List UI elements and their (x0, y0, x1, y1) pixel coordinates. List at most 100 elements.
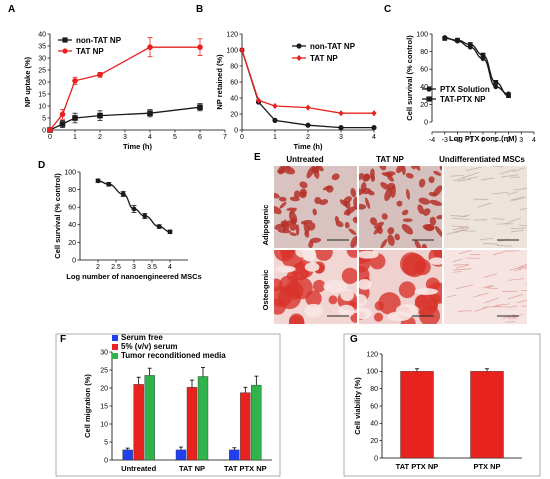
lipid-droplet (314, 197, 322, 205)
lipid-droplet (277, 169, 285, 174)
col-header-tat-np: TAT NP (376, 155, 404, 164)
y-tick-label: 80 (370, 386, 378, 393)
data-point (62, 37, 68, 43)
y-tick-label: 60 (230, 79, 238, 86)
lipid-droplet (346, 209, 351, 216)
lipid-droplet (405, 172, 414, 179)
data-point (131, 206, 137, 212)
lipid-droplet (396, 200, 403, 207)
cell-fiber (501, 174, 518, 178)
lipid-droplet (367, 190, 375, 196)
lipid-droplet (331, 173, 340, 181)
cell-fiber (495, 303, 510, 306)
cell-fiber (452, 226, 470, 231)
cell-fiber (510, 196, 524, 201)
bar (197, 376, 209, 461)
lipid-droplet (384, 187, 393, 202)
lipid-droplet (436, 214, 442, 220)
legend-label: Tumor reconditioned media (121, 351, 226, 360)
cell-fiber (453, 268, 472, 271)
x-tick-label: 7 (223, 134, 227, 141)
data-point (47, 127, 53, 133)
data-point (97, 112, 103, 119)
x-tick-label: 4 (148, 134, 152, 141)
micrograph-content (359, 166, 442, 248)
category-label: Untreated (121, 464, 156, 473)
lipid-droplet (299, 181, 308, 189)
legend-swatch (112, 353, 118, 359)
bar (133, 384, 144, 461)
lipid-droplet (344, 221, 350, 229)
chart-g: 0 20 40 60 80 100 120 Cell viability (%) TAT PTX… (353, 351, 522, 471)
row-label-osteogenic: Osteogenic (261, 270, 270, 311)
lipid-droplet (410, 166, 416, 170)
lipid-droplet (303, 221, 310, 234)
y-axis-label: NP uptake (%) (23, 56, 32, 107)
y-tick-label: 35 (38, 43, 46, 50)
data-point (296, 43, 302, 49)
x-tick-label: 1 (73, 134, 77, 141)
lipid-droplet (387, 234, 395, 246)
cell-fiber (482, 242, 499, 245)
matrix-gap (295, 250, 311, 258)
cell-fiber (492, 218, 505, 220)
lipid-droplet (417, 204, 424, 215)
x-tick-label: 1 (494, 137, 498, 144)
y-axis-label: NP retained (%) (215, 54, 224, 110)
y-tick-label: 5 (42, 115, 46, 122)
y-tick-label: 100 (366, 369, 378, 376)
lipid-droplet (380, 182, 389, 190)
data-point (120, 191, 126, 197)
cell-fiber (508, 293, 523, 300)
y-tick-label: 80 (230, 63, 238, 70)
cell-fiber (453, 263, 469, 266)
lipid-droplet (365, 197, 371, 209)
cell-fiber (507, 191, 518, 196)
micrograph-image (444, 250, 527, 324)
row-label-adipogenic: Adipogenic (261, 205, 270, 246)
x-tick-label: 2 (507, 137, 511, 144)
data-point (305, 104, 311, 111)
series-line (241, 49, 374, 129)
y-tick-label: 30 (38, 55, 46, 62)
lipid-droplet (288, 211, 298, 224)
cell-fiber (519, 208, 527, 210)
cell-fiber (500, 169, 516, 175)
bar (240, 392, 251, 461)
lipid-droplet (373, 225, 382, 235)
matrix-gap (387, 311, 412, 322)
lipid-droplet (307, 222, 316, 231)
legend-label: Serum free (121, 333, 163, 342)
data-point (72, 115, 78, 121)
calcium-deposit (314, 250, 333, 261)
data-point (97, 72, 103, 78)
cell-fiber (517, 267, 527, 269)
calcium-deposit (274, 285, 293, 308)
lipid-droplet (285, 166, 291, 172)
cell-fiber (465, 166, 482, 172)
data-point (156, 224, 162, 229)
lipid-droplet (299, 188, 307, 196)
matrix-gap (359, 250, 379, 259)
lipid-droplet (352, 216, 357, 224)
lipid-droplet (405, 188, 410, 200)
lipid-droplet (414, 239, 422, 248)
data-point (480, 52, 486, 58)
cell-fiber (505, 321, 516, 323)
lipid-droplet (434, 225, 442, 238)
data-point (197, 44, 203, 50)
cell-fiber (521, 305, 527, 307)
data-point (147, 110, 153, 116)
cell-fiber (446, 229, 465, 235)
x-tick-label: -2 (454, 137, 460, 144)
cell-fiber (512, 196, 527, 202)
lipid-droplet (306, 166, 315, 179)
x-tick-label: 4 (532, 137, 536, 144)
calcium-deposit (341, 267, 357, 285)
lipid-droplet (274, 205, 282, 215)
y-tick-label: 20 (420, 102, 428, 109)
chart-b: 0 20 40 60 80 100 120 0 1 2 3 4 NP retained (%) Time … (215, 31, 377, 151)
lipid-droplet (373, 221, 384, 229)
chart-d: 0 20 40 60 80 100 2 2.5 3 3.5 4 Cell survival (% co… (53, 169, 202, 281)
cell-fiber (511, 229, 524, 233)
